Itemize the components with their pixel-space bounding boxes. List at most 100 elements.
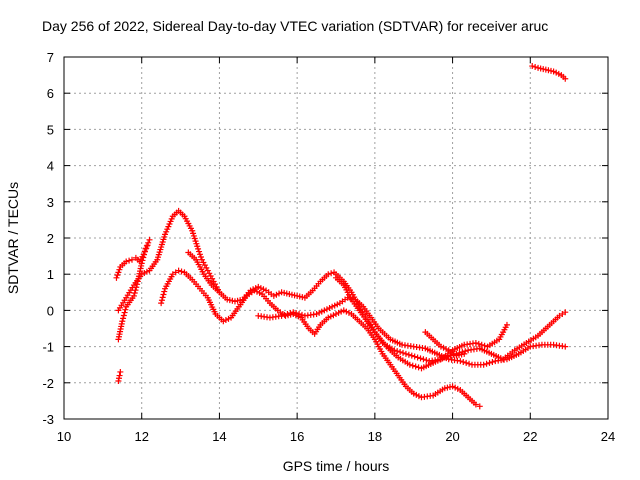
data-point (287, 310, 294, 317)
series-track-i (422, 329, 468, 359)
data-point (562, 75, 569, 82)
data-point (325, 271, 332, 278)
y-tick-label: 2 (47, 231, 54, 246)
data-point (140, 251, 147, 258)
data-point (406, 361, 413, 368)
x-tick-label: 14 (212, 429, 226, 444)
data-point (562, 343, 569, 350)
data-point (116, 372, 123, 379)
data-point (115, 269, 122, 276)
data-point (120, 312, 127, 319)
y-tick-label: -3 (42, 412, 54, 427)
data-point (529, 63, 536, 70)
data-point (475, 340, 482, 347)
data-point (206, 270, 213, 277)
data-point (489, 358, 496, 365)
data-point (299, 311, 305, 318)
data-point (423, 357, 430, 364)
data-point (284, 311, 291, 318)
x-tick-label: 20 (445, 429, 459, 444)
data-point (486, 359, 493, 366)
series-track-b (113, 242, 151, 281)
data-point (296, 311, 303, 318)
grid-lines (64, 57, 608, 419)
data-point (197, 254, 204, 261)
data-point (420, 356, 427, 363)
data-point (131, 290, 138, 297)
data-point (143, 245, 150, 252)
data-point (457, 358, 464, 365)
data-points (113, 63, 569, 410)
data-point (397, 349, 404, 356)
x-tick-label: 16 (290, 429, 304, 444)
y-tick-label: 0 (47, 303, 54, 318)
data-point (476, 403, 483, 410)
data-point (478, 341, 485, 348)
data-point (408, 352, 415, 359)
chart-title: Day 256 of 2022, Sidereal Day-to-day VTE… (42, 18, 548, 34)
data-point (402, 350, 409, 357)
data-point (483, 360, 490, 367)
data-point (175, 267, 182, 274)
y-tick-label: -2 (42, 376, 54, 391)
x-tick-label: 22 (523, 429, 537, 444)
data-point (122, 306, 129, 313)
data-point (412, 363, 419, 370)
data-point (158, 300, 165, 307)
series-track-a (115, 236, 153, 343)
data-point (503, 321, 510, 328)
data-point (129, 256, 135, 263)
data-point (466, 360, 473, 367)
data-point (405, 351, 412, 358)
data-point (481, 342, 488, 349)
data-point (562, 309, 569, 316)
data-point (472, 339, 479, 346)
data-point (114, 272, 121, 279)
data-point (130, 292, 137, 299)
data-point (144, 242, 151, 249)
data-point (141, 248, 148, 255)
data-point (463, 359, 470, 366)
series-track-h (333, 274, 510, 365)
data-point (394, 348, 401, 355)
data-point (461, 350, 468, 357)
data-point (146, 236, 153, 243)
data-point (400, 349, 407, 356)
data-point (121, 309, 128, 316)
series-track-e (158, 267, 483, 410)
data-point (532, 63, 539, 70)
data-point (415, 364, 422, 371)
data-point (480, 361, 487, 368)
data-point (417, 355, 424, 362)
data-point (204, 267, 211, 274)
series-track-j (529, 63, 569, 82)
x-tick-label: 10 (57, 429, 71, 444)
y-axis-label: SDTVAR / TECUs (5, 182, 21, 294)
data-point (290, 309, 297, 316)
series-track-c (115, 368, 124, 384)
data-point (328, 270, 335, 277)
data-point (391, 347, 398, 354)
x-tick-label: 12 (134, 429, 148, 444)
data-point (126, 257, 133, 264)
data-point (123, 258, 130, 265)
data-point (119, 318, 126, 325)
data-point (460, 358, 467, 365)
x-tick-label: 24 (601, 429, 615, 444)
data-point (116, 266, 123, 273)
data-point (120, 315, 127, 322)
data-point (278, 312, 285, 319)
y-tick-label: 6 (47, 86, 54, 101)
data-point (411, 353, 418, 360)
x-axis-label: GPS time / hours (283, 458, 390, 474)
data-point (113, 274, 120, 281)
data-point (293, 310, 300, 317)
data-point (216, 289, 223, 296)
data-point (409, 362, 416, 369)
y-tick-label: -1 (42, 340, 54, 355)
data-point (281, 311, 288, 318)
data-point (117, 368, 124, 375)
y-tick-label: 4 (47, 159, 54, 174)
